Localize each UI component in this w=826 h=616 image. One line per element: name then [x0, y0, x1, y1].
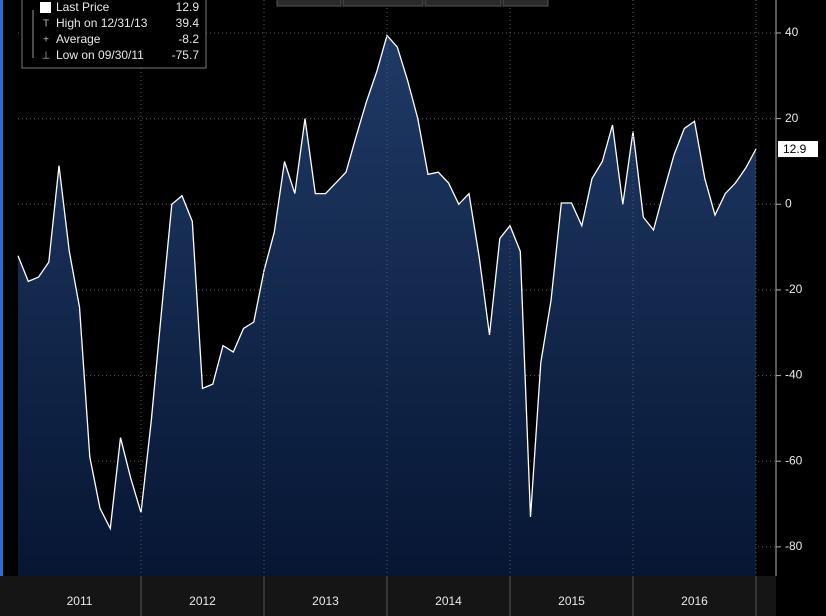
toolbar-button[interactable] [424, 0, 502, 7]
y-tick-label: -60 [785, 453, 803, 467]
toolbar-label: News [448, 0, 478, 3]
area [18, 35, 756, 576]
y-tick-label: 40 [785, 25, 799, 39]
y-tick-label: 0 [785, 196, 792, 210]
toolbar-label: Annotate [357, 0, 405, 3]
toolbar-button[interactable] [502, 0, 549, 7]
x-tick-label: 2011 [67, 594, 93, 608]
stat-value: -75.7 [172, 48, 200, 62]
x-tick-label: 2015 [558, 594, 585, 608]
legend-icon: + [43, 35, 49, 46]
window-edge [0, 0, 3, 616]
toolbar-button[interactable] [276, 0, 342, 7]
x-tick-label: 2016 [681, 594, 708, 608]
stat-label: High on 12/31/13 [56, 16, 148, 30]
legend-icon: T [43, 19, 49, 30]
toolbar-label: Zoom [511, 0, 542, 3]
stat-label: Average [56, 32, 101, 46]
legend-swatch [40, 2, 51, 13]
x-tick-label: 2012 [189, 594, 216, 608]
last-value-label: 12.9 [783, 142, 807, 156]
toolbar-button[interactable] [342, 0, 424, 7]
last-value-box [778, 141, 818, 158]
x-tick-label: 2014 [435, 594, 462, 608]
x-tick-label: 2013 [312, 594, 339, 608]
legend-box [21, 0, 207, 69]
toolbar-label: Track [300, 0, 331, 3]
legend-label: Last Price [56, 0, 110, 14]
x-axis-band [0, 576, 776, 616]
y-tick-label: -40 [785, 368, 803, 382]
stat-value: -8.2 [178, 32, 199, 46]
legend-icon: ⊥ [42, 51, 51, 62]
stat-label: Low on 09/30/11 [56, 48, 144, 62]
y-tick-label: -20 [785, 282, 803, 296]
stat-value: 39.4 [176, 16, 200, 30]
y-tick-label: 20 [785, 111, 799, 125]
y-tick-label: -80 [785, 539, 803, 553]
legend-value: 12.9 [176, 0, 200, 14]
